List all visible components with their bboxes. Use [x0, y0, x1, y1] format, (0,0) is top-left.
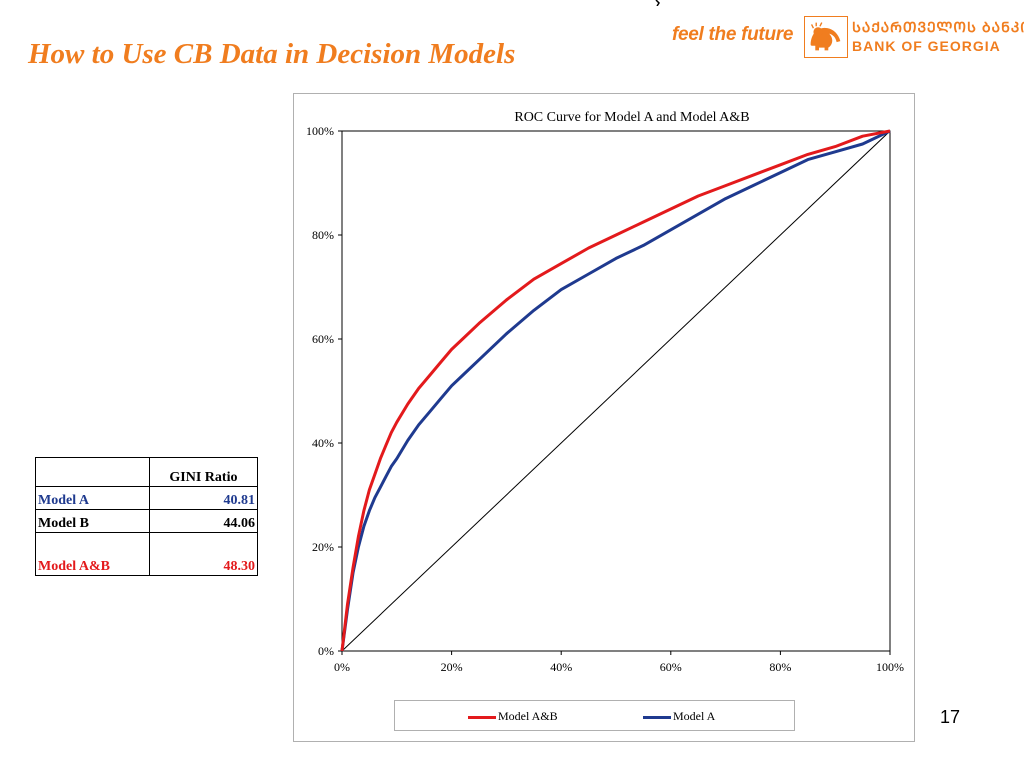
legend-label: Model A — [673, 709, 716, 723]
legend-label: Model A&B — [498, 709, 558, 723]
table-row-name: Model A — [35, 486, 150, 510]
y-tick-label: 0% — [318, 644, 334, 658]
x-tick-label: 60% — [660, 660, 682, 674]
table-header-row: GINI Ratio — [35, 457, 258, 487]
legend-item-model-a: Model A — [643, 709, 715, 724]
chart-legend: Model A&B Model A — [394, 700, 795, 731]
y-tick-label: 20% — [312, 540, 334, 554]
diagonal-line — [341, 130, 891, 652]
gini-ratio-table: GINI Ratio Model A 40.81 Model B 44.06 M… — [35, 457, 258, 576]
table-header-gini: GINI Ratio — [149, 457, 258, 487]
legend-item-model-ab: Model A&B — [468, 709, 558, 724]
logo-bank-name-georgian: ᲡᲐᲥᲐᲠᲗᲕᲔᲚᲝᲡ ᲑᲐᲜᲙᲘ — [852, 19, 1024, 35]
x-tick-label: 40% — [550, 660, 572, 674]
table-row: Model B 44.06 — [35, 509, 258, 533]
x-tick-label: 100% — [876, 660, 904, 674]
table-row: Model A 40.81 — [35, 486, 258, 510]
roc-chart-svg: ROC Curve for Model A and Model A&B 0% 20… — [306, 110, 904, 674]
bank-logo: feel the future ᲡᲐᲥᲐᲠᲗᲕᲔᲚᲝᲡ ᲑᲐᲜᲙᲘ BANK O… — [672, 16, 1024, 60]
y-tick-label: 40% — [312, 436, 334, 450]
series-line-model-a-b — [340, 129, 891, 652]
roc-chart: ROC Curve for Model A and Model A&B 0% 20… — [293, 93, 915, 742]
lion-emblem-icon — [804, 16, 848, 58]
logo-bank-name-english: BANK OF GEORGIA — [852, 38, 1001, 54]
table-row: Model A&B 48.30 — [35, 532, 258, 576]
plot-border — [341, 130, 891, 652]
table-row-value: 44.06 — [149, 509, 258, 533]
corner-mark-icon — [655, 0, 660, 6]
table-row-name: Model A&B — [35, 532, 150, 576]
legend-swatch-model-a — [643, 715, 671, 719]
page-number: 17 — [940, 707, 961, 727]
table-header-empty — [35, 457, 150, 487]
chart-title: ROC Curve for Model A and Model A&B — [514, 110, 749, 125]
table-row-name: Model B — [35, 509, 150, 533]
x-tick-label: 0% — [334, 660, 350, 674]
series-line-model-a — [340, 129, 891, 652]
plot-area: 0% 20% 40% 60% 80% 100% 0% 20% 40% 60% 80% 100% — [306, 124, 904, 674]
y-tick-label: 100% — [306, 124, 334, 138]
table-row-value: 40.81 — [149, 486, 258, 510]
legend-swatch-model-ab — [468, 715, 496, 719]
x-tick-label: 80% — [769, 660, 791, 674]
x-tick-label: 20% — [441, 660, 463, 674]
table-row-value: 48.30 — [149, 532, 258, 576]
logo-tagline: feel the future — [672, 24, 794, 45]
slide-title: How to Use CB Data in Decision Models — [28, 38, 516, 70]
y-tick-label: 80% — [312, 228, 334, 242]
y-tick-label: 60% — [312, 332, 334, 346]
